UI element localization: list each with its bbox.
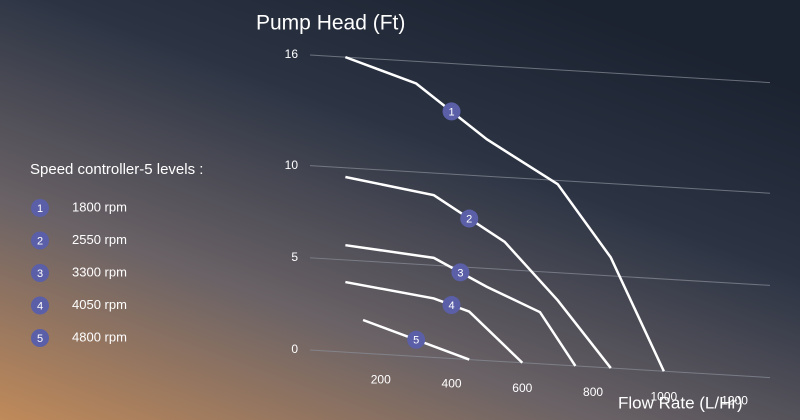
legend-label: 4800 rpm <box>72 329 127 344</box>
y-tick-label: 0 <box>291 342 298 356</box>
curve <box>345 243 577 367</box>
legend-badge-label: 1 <box>37 203 43 215</box>
legend-badge <box>31 264 49 282</box>
x-tick-label: 200 <box>371 372 391 386</box>
y-tick-label: 5 <box>291 250 298 264</box>
x-axis-label: Flow Rate (L/Hr) <box>618 393 743 412</box>
legend-badge-label: 3 <box>37 268 43 280</box>
curve <box>344 55 665 372</box>
curve-badge-label: 2 <box>466 213 472 225</box>
curve-badge <box>460 209 479 228</box>
grid-line <box>309 257 771 286</box>
curve-badge <box>442 296 461 315</box>
grid-line <box>309 165 771 194</box>
curve-badge-label: 1 <box>448 106 454 118</box>
curve-badge-label: 5 <box>413 335 419 347</box>
legend-label: 1800 rpm <box>72 199 127 214</box>
legend-badge <box>31 199 49 217</box>
curve-badge <box>407 330 426 349</box>
legend-label: 3300 rpm <box>72 264 127 279</box>
y-tick-label: 10 <box>285 158 299 172</box>
legend-badge <box>31 329 49 347</box>
curve-badge-label: 4 <box>448 300 454 312</box>
x-tick-label: 800 <box>583 385 603 399</box>
legend-label: 4050 rpm <box>72 297 127 312</box>
curve-badge <box>442 102 461 121</box>
curve <box>345 175 612 369</box>
x-tick-label: 1000 <box>650 389 677 403</box>
legend-title: Speed controller-5 levels : <box>30 161 203 178</box>
y-tick-label: 16 <box>285 47 299 61</box>
legend-badge-label: 5 <box>37 333 43 345</box>
x-tick-label: 600 <box>512 381 532 395</box>
curve-badge-label: 3 <box>457 267 463 279</box>
legend-badge <box>31 296 49 315</box>
legend-badge-label: 4 <box>37 300 43 312</box>
grid-line <box>309 54 771 84</box>
y-axis-label: Pump Head (Ft) <box>256 12 405 35</box>
legend-badge-label: 2 <box>37 235 43 247</box>
x-tick-label: 400 <box>442 377 462 391</box>
curve-badge <box>451 263 470 282</box>
grid-line <box>309 349 771 379</box>
legend-badge <box>31 231 49 250</box>
x-tick-label: 1200 <box>721 394 748 408</box>
legend-label: 2550 rpm <box>72 232 127 247</box>
